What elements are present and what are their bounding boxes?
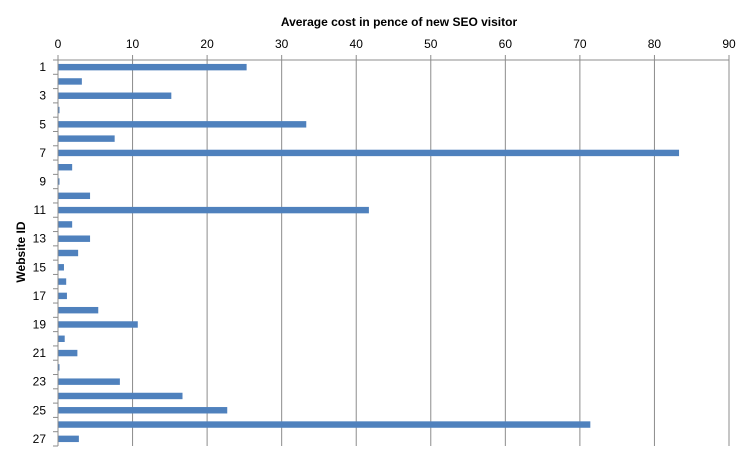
- x-tick-label: 80: [648, 37, 662, 51]
- bar: [58, 292, 67, 300]
- y-tick-label: 23: [33, 375, 47, 389]
- x-tick-label: 50: [424, 37, 438, 51]
- bar: [58, 121, 307, 128]
- bar: [58, 364, 60, 371]
- bars: [58, 63, 680, 443]
- bar: [58, 106, 60, 114]
- y-tick-label: 9: [39, 175, 46, 189]
- x-tick-label: 70: [573, 37, 587, 51]
- x-tick-label: 90: [722, 37, 736, 51]
- y-tick-label: 17: [33, 289, 47, 303]
- y-tick-label: 5: [39, 117, 46, 131]
- axes: [53, 55, 730, 447]
- bar: [58, 149, 680, 157]
- bar: [58, 278, 67, 285]
- bar: [58, 206, 369, 214]
- bar: [58, 378, 120, 385]
- bar: [58, 306, 99, 314]
- bar: [58, 264, 64, 271]
- bar: [58, 92, 172, 99]
- x-tick-labels: 0 10 20 30 40 50 60 70 80 90: [55, 37, 736, 51]
- bar: [58, 63, 247, 71]
- bar: [58, 435, 79, 443]
- bar: [58, 335, 65, 342]
- bar: [58, 235, 91, 242]
- bar: [58, 407, 228, 414]
- x-axis-title: Average cost in pence of new SEO visitor: [281, 15, 518, 29]
- y-tick-label: 1: [39, 60, 46, 74]
- bar: [58, 421, 591, 428]
- y-tick-label: 11: [34, 203, 47, 217]
- x-tick-label: 10: [126, 37, 140, 51]
- bar: [58, 349, 78, 357]
- bar: [58, 178, 60, 185]
- y-tick-label: 15: [33, 260, 47, 274]
- y-tick-label: 27: [33, 432, 47, 446]
- x-tick-label: 0: [55, 37, 62, 51]
- bar: [58, 392, 183, 400]
- bar: [58, 192, 91, 200]
- y-tick-label: 25: [33, 403, 47, 417]
- y-tick-label: 21: [33, 346, 47, 360]
- y-tick-label: 19: [33, 317, 47, 331]
- bar: [58, 78, 82, 85]
- bar: [58, 135, 115, 142]
- x-tick-label: 40: [350, 37, 364, 51]
- x-tick-label: 30: [275, 37, 289, 51]
- y-axis-title: Website ID: [14, 221, 28, 282]
- bar: [58, 321, 138, 328]
- gridlines: [132, 60, 730, 446]
- y-tick-label: 7: [39, 146, 46, 160]
- x-tick-label: 20: [200, 37, 214, 51]
- y-tick-label: 13: [33, 232, 47, 246]
- x-tick-label: 60: [499, 37, 513, 51]
- bar: [58, 164, 73, 171]
- y-tick-label: 3: [39, 89, 46, 103]
- bar: [58, 221, 73, 228]
- bar: [58, 249, 79, 257]
